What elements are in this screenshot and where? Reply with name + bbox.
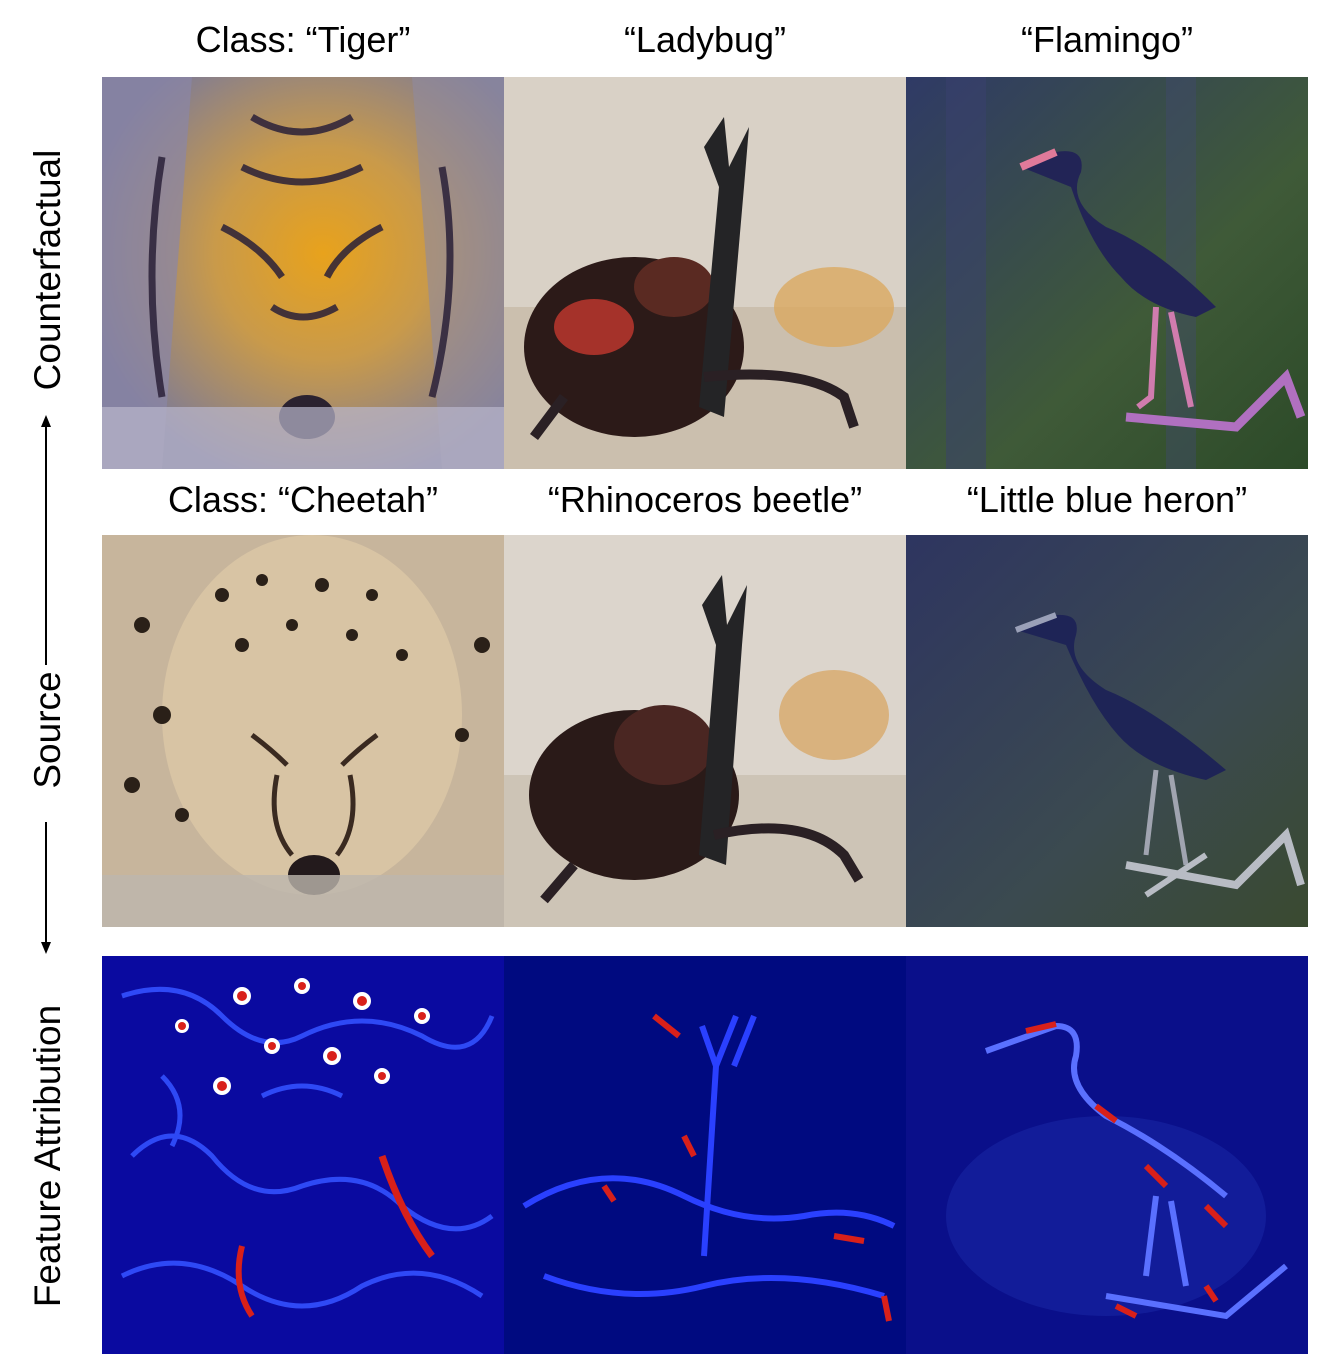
cf-label-2: “Ladybug” bbox=[623, 19, 787, 60]
attribution-cheetah-heatmap bbox=[102, 956, 504, 1354]
counterfactual-ladybug-image bbox=[504, 77, 906, 469]
src-label-3: “Little blue heron” bbox=[966, 479, 1248, 520]
cf-label-1: Class: “Tiger” bbox=[195, 19, 411, 60]
attribution-heron-heatmap bbox=[906, 956, 1308, 1354]
attribution-beetle-heatmap bbox=[504, 956, 906, 1354]
counterfactual-tiger-image bbox=[102, 77, 504, 469]
arrow-up-to-counterfactual bbox=[41, 415, 51, 665]
counterfactual-flamingo-image bbox=[906, 77, 1308, 469]
row-label-source: Source bbox=[27, 671, 68, 789]
source-rhinoceros-beetle-image bbox=[504, 535, 906, 927]
source-little-blue-heron-image bbox=[906, 535, 1308, 927]
row-label-feature-attribution: Feature Attribution bbox=[27, 1004, 68, 1308]
cf-label-3: “Flamingo” bbox=[1020, 19, 1194, 60]
src-label-2: “Rhinoceros beetle” bbox=[547, 479, 863, 520]
src-label-1: Class: “Cheetah” bbox=[167, 479, 439, 520]
source-cheetah-image bbox=[102, 535, 504, 927]
row-label-counterfactual: Counterfactual bbox=[27, 149, 68, 391]
arrow-down-to-attribution bbox=[41, 822, 51, 954]
